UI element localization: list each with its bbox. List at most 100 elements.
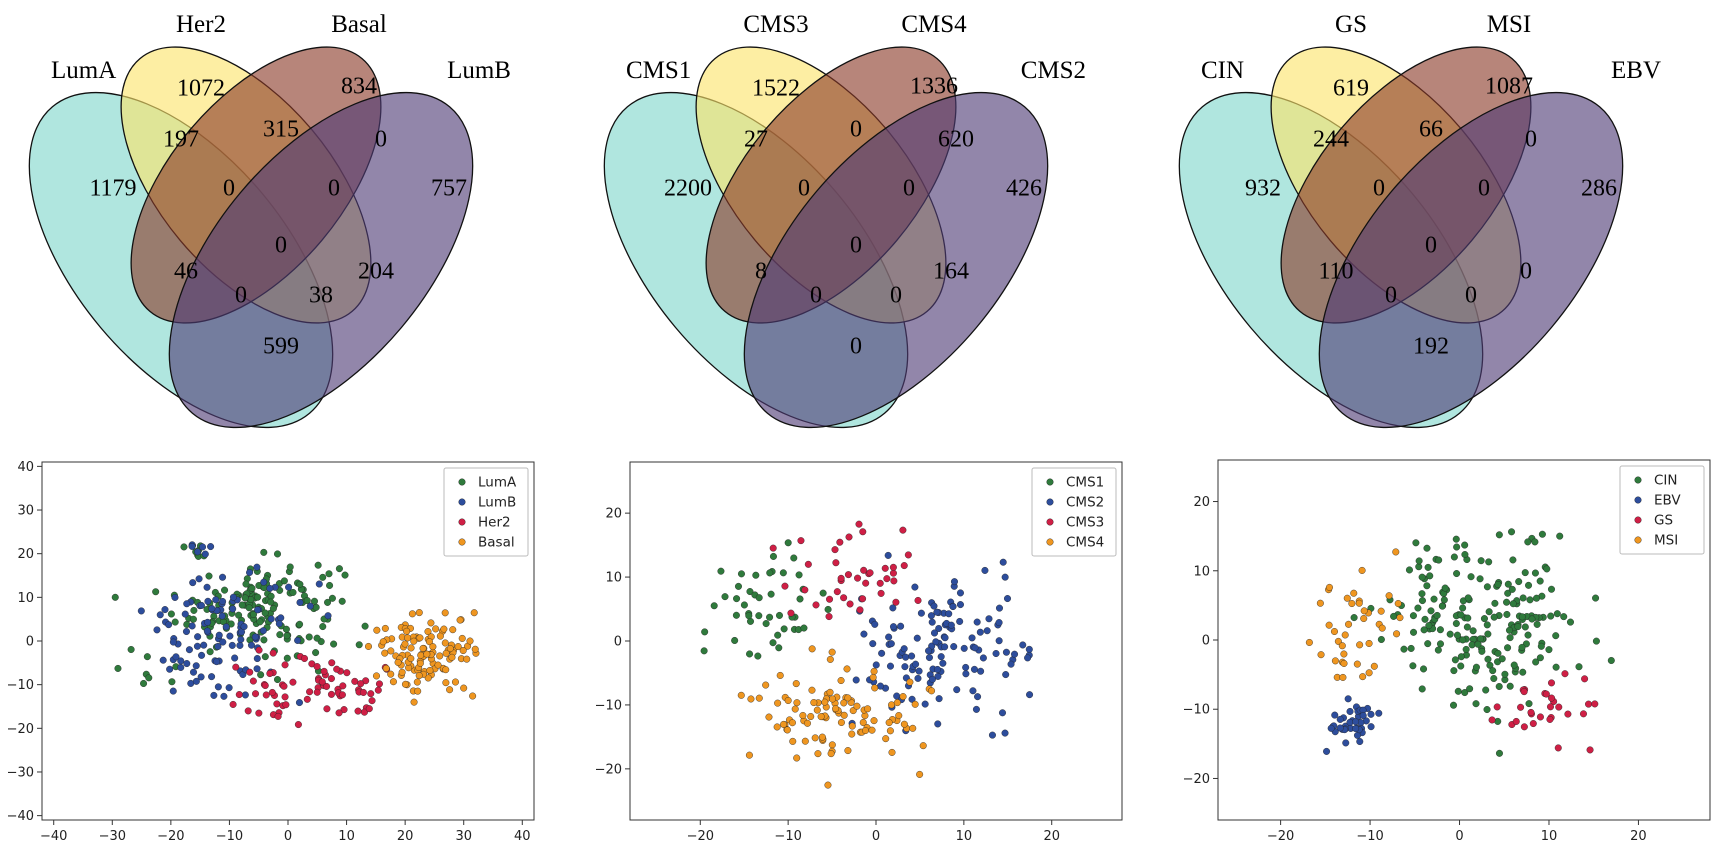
data-point-cms2 bbox=[1011, 650, 1019, 658]
data-point-her2 bbox=[300, 654, 308, 662]
data-point-gs bbox=[1529, 720, 1537, 728]
data-point-cms2 bbox=[911, 583, 919, 591]
data-point-cin bbox=[1536, 654, 1544, 662]
data-point-cin bbox=[1464, 614, 1472, 622]
data-point-cms4 bbox=[861, 727, 869, 735]
venn-region-count: 0 bbox=[850, 233, 862, 259]
data-point-cin bbox=[1494, 649, 1502, 657]
data-point-cms4 bbox=[870, 667, 878, 675]
data-point-cms2 bbox=[941, 643, 949, 651]
y-tick-label: 30 bbox=[17, 504, 34, 519]
data-point-cms2 bbox=[901, 663, 909, 671]
data-point-lumb bbox=[219, 573, 227, 581]
data-point-cms4 bbox=[916, 770, 924, 778]
data-point-luma bbox=[245, 604, 253, 612]
data-point-her2 bbox=[338, 691, 346, 699]
scatter-points bbox=[111, 541, 480, 729]
data-point-luma bbox=[267, 592, 275, 600]
data-point-cin bbox=[1525, 700, 1533, 708]
data-point-luma bbox=[261, 609, 269, 617]
venn-region-count: 0 bbox=[850, 117, 862, 143]
data-point-cin bbox=[1552, 663, 1560, 671]
data-point-basal bbox=[469, 692, 477, 700]
data-point-cms4 bbox=[783, 726, 791, 734]
data-point-cms2 bbox=[977, 667, 985, 675]
data-point-her2 bbox=[261, 681, 269, 689]
data-point-cms2 bbox=[981, 566, 989, 574]
scatter-panel-1: −40 −30 −20 −10 0 10 20 30 40 −40 −30 −20 −10 0 10 20 30… bbox=[0, 430, 575, 861]
venn-region-count: 0 bbox=[850, 334, 862, 360]
data-point-lumb bbox=[188, 542, 196, 550]
data-point-lumb bbox=[156, 611, 164, 619]
venn-set-label: LumA bbox=[51, 57, 116, 84]
data-point-her2 bbox=[365, 705, 373, 713]
data-point-cms2 bbox=[908, 695, 916, 703]
venn-region-count: 0 bbox=[1465, 283, 1477, 309]
data-point-basal bbox=[446, 645, 454, 653]
data-point-lumb bbox=[188, 622, 196, 630]
data-point-lumb bbox=[172, 653, 180, 661]
legend-marker bbox=[1634, 516, 1642, 524]
data-point-cms2 bbox=[914, 674, 922, 682]
venn-set-4-ellipse bbox=[168, 91, 474, 429]
data-point-her2 bbox=[266, 670, 274, 678]
data-point-her2 bbox=[282, 701, 290, 709]
data-point-cin bbox=[1592, 594, 1600, 602]
data-point-cin bbox=[1476, 575, 1484, 583]
data-point-cms4 bbox=[774, 699, 782, 707]
data-point-cms3 bbox=[845, 533, 853, 541]
data-point-cin bbox=[1483, 706, 1491, 714]
data-point-her2 bbox=[303, 695, 311, 703]
data-point-cms2 bbox=[962, 670, 970, 678]
data-point-cms1 bbox=[701, 628, 709, 636]
data-point-luma bbox=[241, 594, 249, 602]
data-point-cms2 bbox=[860, 630, 868, 638]
data-point-basal bbox=[458, 634, 466, 642]
data-point-cms2 bbox=[971, 644, 979, 652]
y-tick-label: −10 bbox=[595, 698, 622, 713]
data-point-msi bbox=[1330, 627, 1338, 635]
data-point-cms4 bbox=[789, 737, 797, 745]
venn-region-count: 1087 bbox=[1485, 74, 1533, 100]
data-point-basal bbox=[379, 638, 387, 646]
legend-box bbox=[1619, 465, 1705, 555]
data-point-cms2 bbox=[933, 608, 941, 616]
y-tick-label: −20 bbox=[7, 722, 34, 737]
data-point-lumb bbox=[266, 584, 274, 592]
data-point-cin bbox=[1424, 563, 1432, 571]
data-point-cin bbox=[1464, 594, 1472, 602]
data-point-cin bbox=[1461, 551, 1469, 559]
data-point-cms4 bbox=[837, 718, 845, 726]
data-point-cin bbox=[1519, 668, 1527, 676]
y-tick-label: −10 bbox=[1183, 703, 1210, 718]
data-point-cms2 bbox=[935, 695, 943, 703]
data-point-luma bbox=[257, 671, 265, 679]
data-point-cin bbox=[1454, 687, 1462, 695]
data-point-luma bbox=[305, 633, 313, 641]
data-point-cms3 bbox=[860, 566, 868, 574]
venn-region-count: 619 bbox=[1333, 76, 1369, 102]
data-point-cms4 bbox=[882, 735, 890, 743]
data-point-cms1 bbox=[769, 552, 777, 560]
data-point-cin bbox=[1400, 645, 1408, 653]
data-point-her2 bbox=[368, 697, 376, 705]
legend: LumA LumB Her2 Basal bbox=[443, 467, 529, 557]
data-point-lumb bbox=[192, 677, 200, 685]
scatter-points bbox=[1305, 528, 1615, 757]
data-point-cms4 bbox=[826, 655, 834, 663]
venn-region-count: 426 bbox=[1006, 176, 1042, 202]
data-point-luma bbox=[361, 622, 369, 630]
data-point-luma bbox=[319, 623, 327, 631]
data-point-gs bbox=[1536, 713, 1544, 721]
data-point-gs bbox=[1581, 675, 1589, 683]
data-point-luma bbox=[180, 543, 188, 551]
data-point-cin bbox=[1450, 667, 1458, 675]
venn-region-count: 204 bbox=[358, 259, 394, 285]
data-point-her2 bbox=[360, 708, 368, 716]
data-point-msi bbox=[1341, 631, 1349, 639]
data-point-basal bbox=[425, 638, 433, 646]
data-point-cms4 bbox=[900, 720, 908, 728]
data-point-cin bbox=[1415, 563, 1423, 571]
data-point-cms2 bbox=[889, 623, 897, 631]
data-point-cms2 bbox=[956, 617, 964, 625]
